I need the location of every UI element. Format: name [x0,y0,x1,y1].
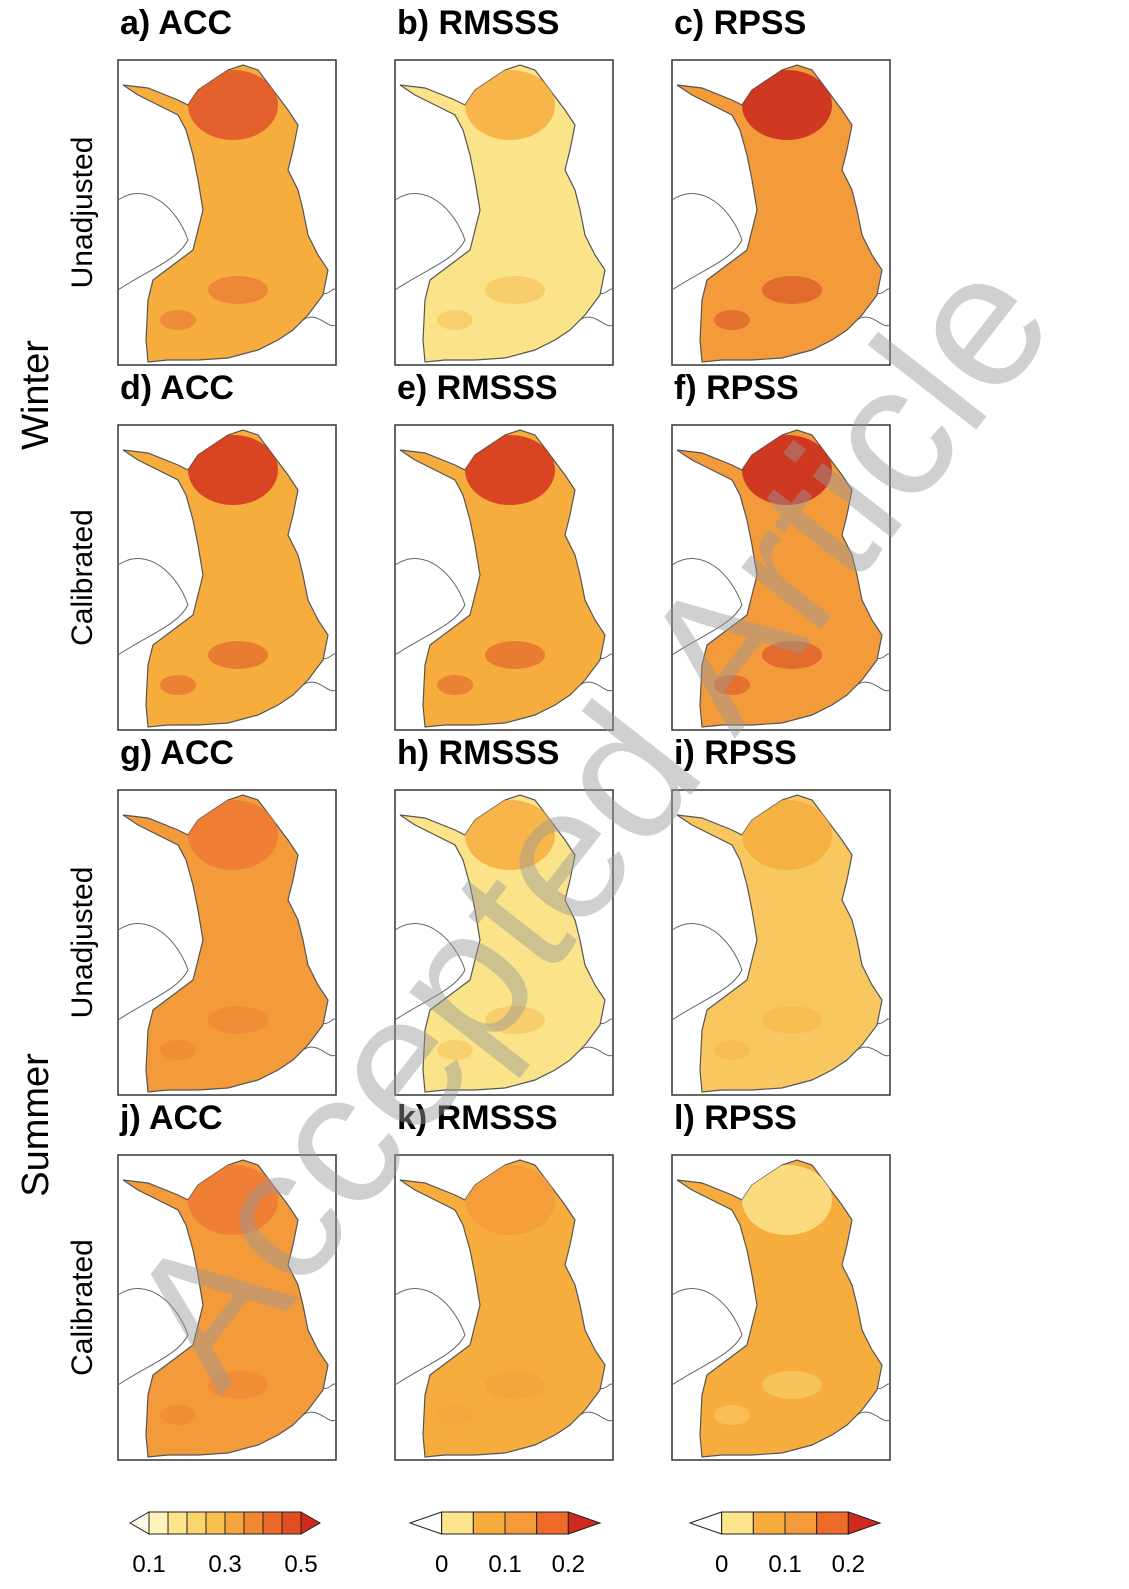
skill-patch [160,310,196,330]
skill-patch [762,1371,822,1399]
colorbar-tick-label: 0.1 [132,1551,165,1578]
colorbar-segment [187,1512,206,1534]
map-panel [395,60,613,365]
colorbar-segment [263,1512,282,1534]
map-panel [118,60,336,365]
map-panel [672,1155,890,1460]
colorbar-segment [442,1512,474,1534]
skill-patch [485,641,545,669]
page: {"seasons": ["Winter", "Summer"], "row_l… [0,0,1129,1589]
panel-title: f) RPSS [674,369,799,407]
colorbar-tick-label: 0.1 [768,1551,801,1578]
colorbar-segment [410,1512,442,1534]
panel-title: c) RPSS [674,4,806,42]
row-label: Unadjusted [66,137,99,289]
skill-patch [160,1405,196,1425]
colorbar-segment [690,1512,722,1534]
skill-patch [208,1006,268,1034]
row-label: Calibrated [66,509,99,646]
colorbar-segment [244,1512,263,1534]
skill-patch [437,1405,473,1425]
panel-title: a) ACC [120,4,232,42]
season-label: Summer [15,1053,57,1197]
skill-patch [762,276,822,304]
panel-title: j) ACC [119,1099,223,1137]
skill-patch [485,1371,545,1399]
colorbar-segment [149,1512,168,1534]
panel-title: d) ACC [120,369,234,407]
row-label: Unadjusted [66,867,99,1019]
skill-patch [714,310,750,330]
colorbar-tick-label: 0.3 [208,1551,241,1578]
panel-title: l) RPSS [674,1099,797,1137]
colorbar-tick-label: 0.2 [832,1551,865,1578]
body: Winter Summer Unadjusted Calibrated Unadju… [0,0,1129,1589]
skill-patch [714,1040,750,1060]
colorbar-segment [301,1512,320,1534]
panel-title: b) RMSSS [397,4,559,42]
colorbar-segment [225,1512,244,1534]
season-label: Winter [15,340,57,450]
colorbar-segment [473,1512,505,1534]
colorbar-tick-label: 0 [435,1551,448,1578]
skill-patch [714,1405,750,1425]
skill-patch [160,1040,196,1060]
skill-patch [160,675,196,695]
skill-patch [208,276,268,304]
skill-patch [437,310,473,330]
figure: Winter Summer Unadjusted Calibrated Unadju… [0,0,1129,1589]
colorbar-segment [848,1512,880,1534]
colorbar-tick-label: 0 [715,1551,728,1578]
skill-patch [437,675,473,695]
skill-patch [762,1006,822,1034]
colorbar-segment [282,1512,301,1534]
colorbar-segment [168,1512,187,1534]
colorbar-segment [568,1512,600,1534]
colorbar-segment [537,1512,569,1534]
colorbar-segment [753,1512,785,1534]
skill-patch [208,641,268,669]
panel-title: g) ACC [120,734,234,772]
colorbar-segment [206,1512,225,1534]
colorbar-segment [817,1512,849,1534]
colorbar-segment [722,1512,754,1534]
colorbar-tick-label: 0.2 [552,1551,585,1578]
colorbar-tick-label: 0.5 [284,1551,317,1578]
colorbar-segment [130,1512,149,1534]
map-panel [395,1155,613,1460]
map-panel [118,425,336,730]
panel-title: e) RMSSS [397,369,558,407]
colorbar-tick-label: 0.1 [488,1551,521,1578]
colorbar-segment [505,1512,537,1534]
colorbar-segment [785,1512,817,1534]
row-label: Calibrated [66,1239,99,1376]
skill-patch [485,276,545,304]
